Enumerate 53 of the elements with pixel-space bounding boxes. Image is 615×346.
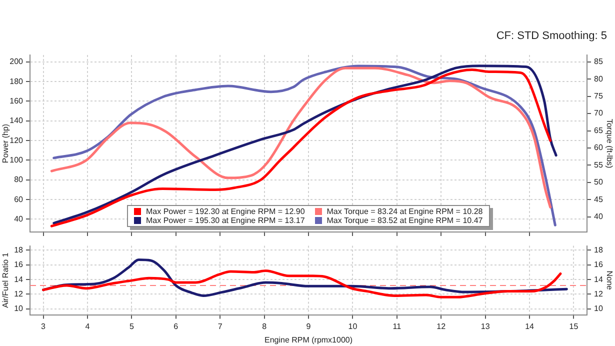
y2-tick-label: 60 [594, 143, 604, 152]
y-tick-label: 120 [10, 136, 24, 145]
y2-tick-label: 80 [594, 74, 604, 84]
x-tick-label: 6 [174, 322, 179, 331]
y-tick-label: 160 [10, 96, 24, 106]
y2-tick-label: 70 [594, 108, 604, 118]
y2-tick-label: 12 [594, 289, 604, 298]
x-tick-label: 4 [85, 322, 90, 331]
line-series [42, 270, 562, 298]
y-tick-label: 60 [14, 194, 24, 204]
y2-axis-title: Torque (ft-lbs) [604, 118, 614, 169]
x-tick-label: 11 [392, 322, 402, 331]
y2-tick-label: 14 [594, 274, 604, 284]
x-tick-label: 7 [218, 322, 223, 331]
y-tick-label: 180 [10, 76, 24, 86]
x-axis-title: Engine RPM (rpmx1000) [264, 335, 353, 344]
x-tick-label: 12 [436, 322, 446, 331]
y-tick-label: 200 [10, 57, 24, 66]
y-tick-label: 10 [14, 304, 24, 314]
y2-tick-label: 85 [594, 57, 604, 66]
y2-tick-label: 50 [594, 178, 604, 187]
x-tick-label: 9 [306, 322, 312, 331]
y2-tick-label: 65 [594, 126, 604, 135]
x-tick-label: 10 [348, 322, 358, 331]
legend-label: Max Power = 192.30 at Engine RPM = 12.90 [146, 207, 305, 216]
x-tick-label: 14 [525, 322, 535, 331]
y-tick-label: 100 [10, 155, 24, 164]
y-axis-title: Air/Fuel Ratio 1 [1, 252, 10, 308]
y2-tick-label: 10 [594, 304, 604, 314]
y-tick-label: 40 [14, 214, 24, 224]
x-tick-label: 13 [480, 322, 490, 331]
legend-label: Max Torque = 83.24 at Engine RPM = 10.28 [326, 207, 483, 216]
legend-label: Max Power = 195.30 at Engine RPM = 13.17 [146, 216, 305, 225]
y-tick-label: 18 [14, 245, 24, 254]
y-tick-label: 12 [14, 289, 24, 298]
x-tick-label: 3 [41, 322, 46, 331]
y2-tick-label: 75 [594, 92, 604, 101]
legend-label: Max Torque = 83.52 at Engine RPM = 10.47 [326, 216, 483, 225]
x-tick-label: 15 [569, 322, 579, 331]
y-tick-label: 16 [14, 260, 24, 270]
y2-tick-label: 18 [594, 245, 604, 254]
y2-tick-label: 40 [594, 212, 604, 222]
y2-axis-title: None [604, 270, 614, 290]
text: CF: STD Smoothing: 5 [496, 30, 607, 42]
y-tick-label: 14 [14, 274, 24, 284]
y2-tick-label: 45 [594, 194, 604, 204]
y2-tick-label: 55 [594, 160, 604, 170]
y2-tick-label: 16 [594, 260, 604, 270]
y-tick-label: 140 [10, 116, 24, 126]
y-tick-label: 80 [14, 175, 24, 184]
x-tick-label: 5 [129, 322, 134, 331]
y-axis-title: Power (hp) [1, 124, 10, 164]
x-tick-label: 8 [262, 322, 268, 331]
